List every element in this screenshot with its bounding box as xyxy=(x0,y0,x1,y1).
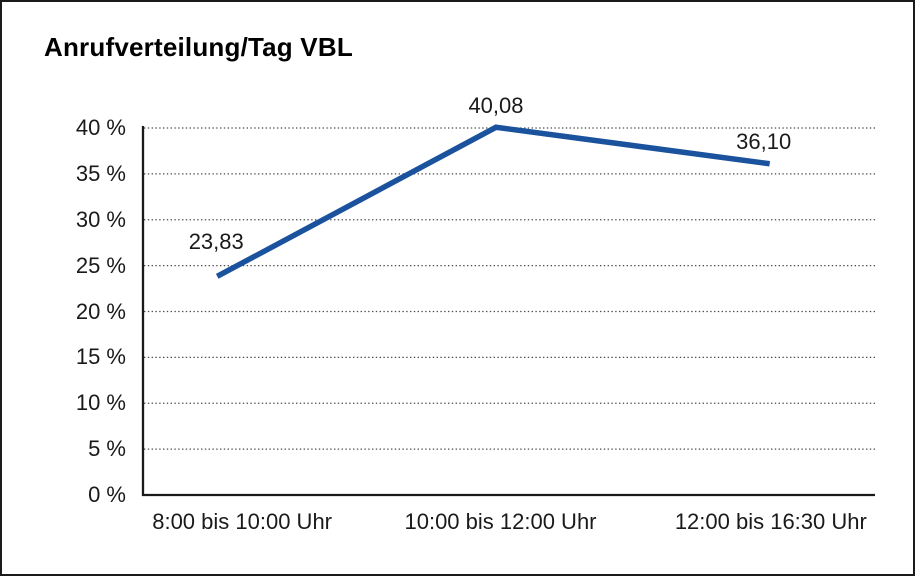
y-axis-tick-label: 35 % xyxy=(75,160,126,186)
data-point-label: 36,10 xyxy=(736,128,792,154)
chart-title: Anrufverteilung/Tag VBL xyxy=(44,32,353,62)
y-axis-tick-label: 30 % xyxy=(75,206,126,232)
y-axis-tick-label: 0 % xyxy=(88,482,126,507)
data-series-line xyxy=(215,124,771,279)
data-point-label: 23,83 xyxy=(188,229,244,255)
y-axis-tick-label: 10 % xyxy=(75,390,126,416)
y-axis-tick-label: 5 % xyxy=(88,436,126,462)
data-point-label: 40,08 xyxy=(468,93,524,119)
x-axis-category-label: 8:00 bis 10:00 Uhr xyxy=(152,509,332,534)
x-axis-category-label: 10:00 bis 12:00 Uhr xyxy=(404,509,597,534)
y-axis-tick-label: 40 % xyxy=(75,115,126,140)
y-axis-tick-label: 15 % xyxy=(75,344,126,370)
y-axis-tick-label: 25 % xyxy=(75,252,126,278)
y-axis-tick-label: 20 % xyxy=(75,298,126,324)
x-axis-category-label: 12:00 bis 16:30 Uhr xyxy=(674,509,867,534)
